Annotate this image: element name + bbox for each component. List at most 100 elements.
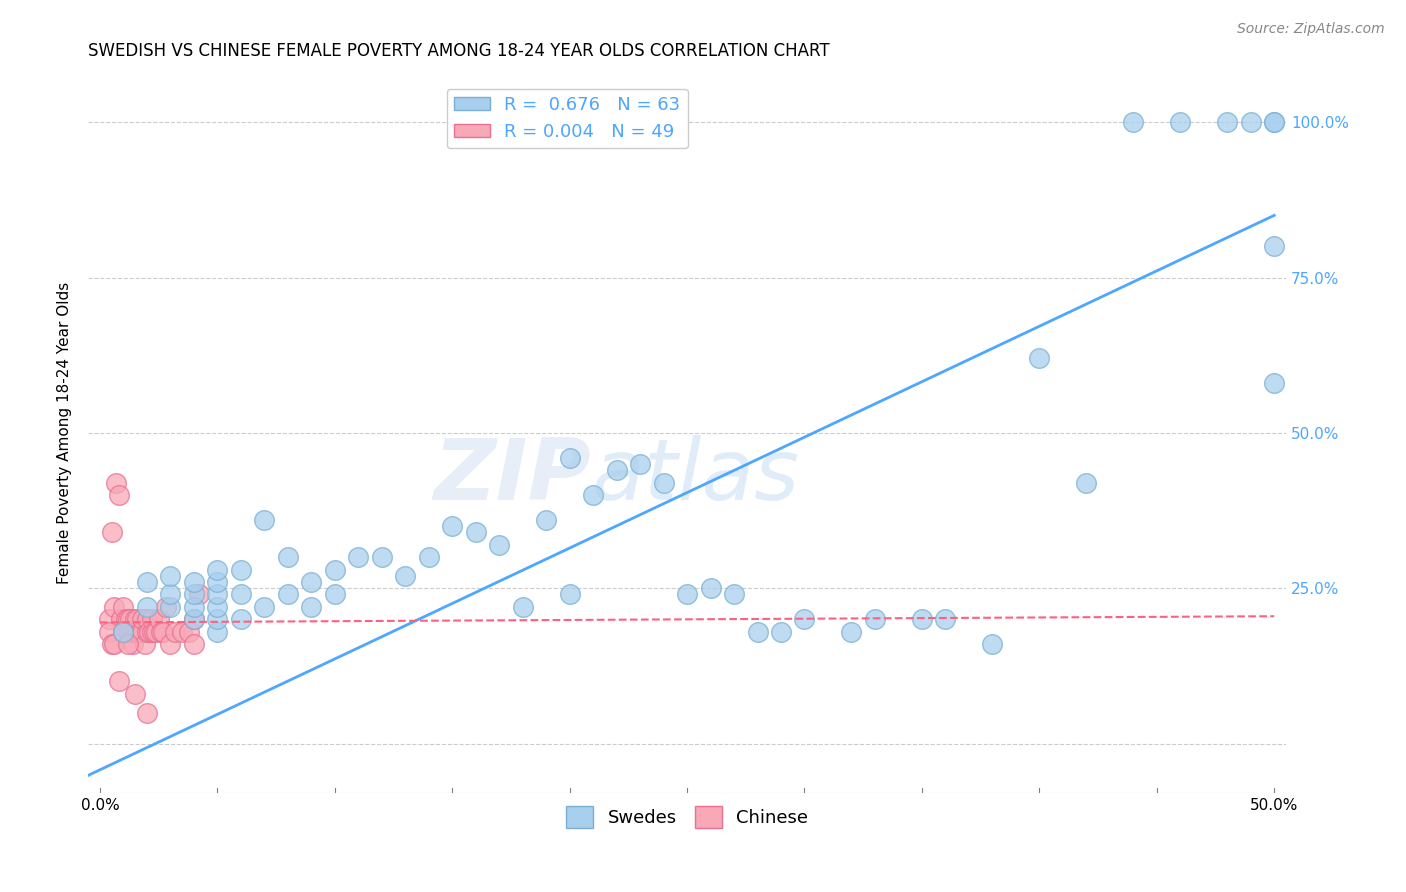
Text: Source: ZipAtlas.com: Source: ZipAtlas.com (1237, 22, 1385, 37)
Point (152, 624, 174, 639)
Point (534, 513, 557, 527)
Point (145, 624, 167, 639)
Point (142, 624, 165, 639)
Point (135, 575, 157, 590)
Point (121, 637, 143, 651)
Point (135, 599, 157, 614)
Point (183, 612, 205, 626)
Point (299, 575, 322, 590)
Point (172, 624, 194, 639)
Point (1240, 115, 1263, 129)
Point (112, 624, 135, 639)
Text: atlas: atlas (592, 434, 799, 517)
Point (277, 587, 299, 601)
Point (207, 587, 229, 601)
Point (464, 525, 486, 540)
Point (141, 612, 163, 626)
Point (131, 624, 153, 639)
Point (229, 587, 252, 601)
Point (117, 612, 139, 626)
Point (911, 612, 934, 626)
Point (120, 624, 142, 639)
Point (128, 624, 150, 639)
Legend: Swedes, Chinese: Swedes, Chinese (558, 798, 815, 835)
Point (183, 587, 205, 601)
Point (121, 624, 143, 639)
Point (207, 599, 229, 614)
Point (1263, 239, 1285, 253)
Point (155, 599, 177, 614)
Point (148, 612, 170, 626)
Point (149, 624, 172, 639)
Point (512, 599, 534, 614)
Point (135, 624, 157, 639)
Point (277, 550, 299, 565)
Point (558, 450, 581, 465)
Point (207, 575, 229, 590)
Point (371, 550, 394, 565)
Point (183, 599, 205, 614)
Point (127, 624, 149, 639)
Point (488, 538, 510, 552)
Point (107, 488, 129, 502)
Point (347, 550, 370, 565)
Point (676, 587, 699, 601)
Point (112, 624, 135, 639)
Point (769, 624, 792, 639)
Point (107, 674, 129, 689)
Point (606, 463, 628, 477)
Point (100, 525, 122, 540)
Point (135, 612, 157, 626)
Point (183, 612, 205, 626)
Point (207, 612, 229, 626)
Point (723, 587, 745, 601)
Point (1076, 475, 1098, 490)
Point (1122, 115, 1144, 129)
Point (394, 569, 416, 583)
Text: ZIP: ZIP (433, 434, 592, 517)
Point (323, 563, 346, 577)
Point (159, 599, 181, 614)
Point (841, 624, 863, 639)
Point (1216, 115, 1239, 129)
Point (628, 457, 651, 471)
Point (183, 575, 205, 590)
Point (747, 624, 769, 639)
Point (299, 599, 322, 614)
Point (253, 513, 276, 527)
Point (582, 488, 605, 502)
Point (134, 637, 156, 651)
Point (159, 637, 181, 651)
Point (1263, 115, 1285, 129)
Point (117, 637, 139, 651)
Point (159, 569, 181, 583)
Point (183, 637, 205, 651)
Point (120, 612, 142, 626)
Point (124, 624, 146, 639)
Point (103, 637, 125, 651)
Point (105, 475, 128, 490)
Point (187, 587, 209, 601)
Point (141, 624, 163, 639)
Y-axis label: Female Poverty Among 18-24 Year Olds: Female Poverty Among 18-24 Year Olds (58, 282, 72, 584)
Point (207, 624, 229, 639)
Point (1168, 115, 1191, 129)
Point (138, 624, 160, 639)
Point (699, 581, 721, 595)
Point (253, 599, 276, 614)
Point (110, 612, 132, 626)
Point (229, 563, 252, 577)
Point (418, 550, 440, 565)
Point (114, 612, 136, 626)
Point (863, 612, 886, 626)
Point (1263, 115, 1285, 129)
Point (112, 624, 135, 639)
Point (98, 612, 121, 626)
Point (117, 624, 139, 639)
Point (981, 637, 1004, 651)
Point (135, 706, 157, 720)
Point (124, 612, 146, 626)
Point (131, 612, 153, 626)
Point (103, 599, 125, 614)
Point (124, 687, 146, 701)
